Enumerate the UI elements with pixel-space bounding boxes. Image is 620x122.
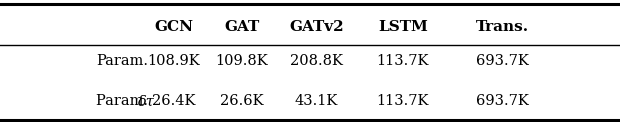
Text: δτ: δτ xyxy=(138,94,154,108)
Text: GCN: GCN xyxy=(154,20,193,34)
Text: GATv2: GATv2 xyxy=(289,20,343,34)
Text: Param.: Param. xyxy=(96,94,151,108)
Text: 113.7K: 113.7K xyxy=(377,54,429,68)
Text: Param.: Param. xyxy=(96,54,148,68)
Text: Trans.: Trans. xyxy=(476,20,529,34)
Text: 109.8K: 109.8K xyxy=(215,54,268,68)
Text: 26.6K: 26.6K xyxy=(220,94,264,108)
Text: LSTM: LSTM xyxy=(378,20,428,34)
Text: 113.7K: 113.7K xyxy=(377,94,429,108)
Text: 693.7K: 693.7K xyxy=(476,54,529,68)
Text: GAT: GAT xyxy=(224,20,259,34)
Text: 693.7K: 693.7K xyxy=(476,94,529,108)
Text: 108.9K: 108.9K xyxy=(147,54,200,68)
Text: 43.1K: 43.1K xyxy=(294,94,338,108)
Text: 208.8K: 208.8K xyxy=(290,54,343,68)
Text: 26.4K: 26.4K xyxy=(152,94,195,108)
